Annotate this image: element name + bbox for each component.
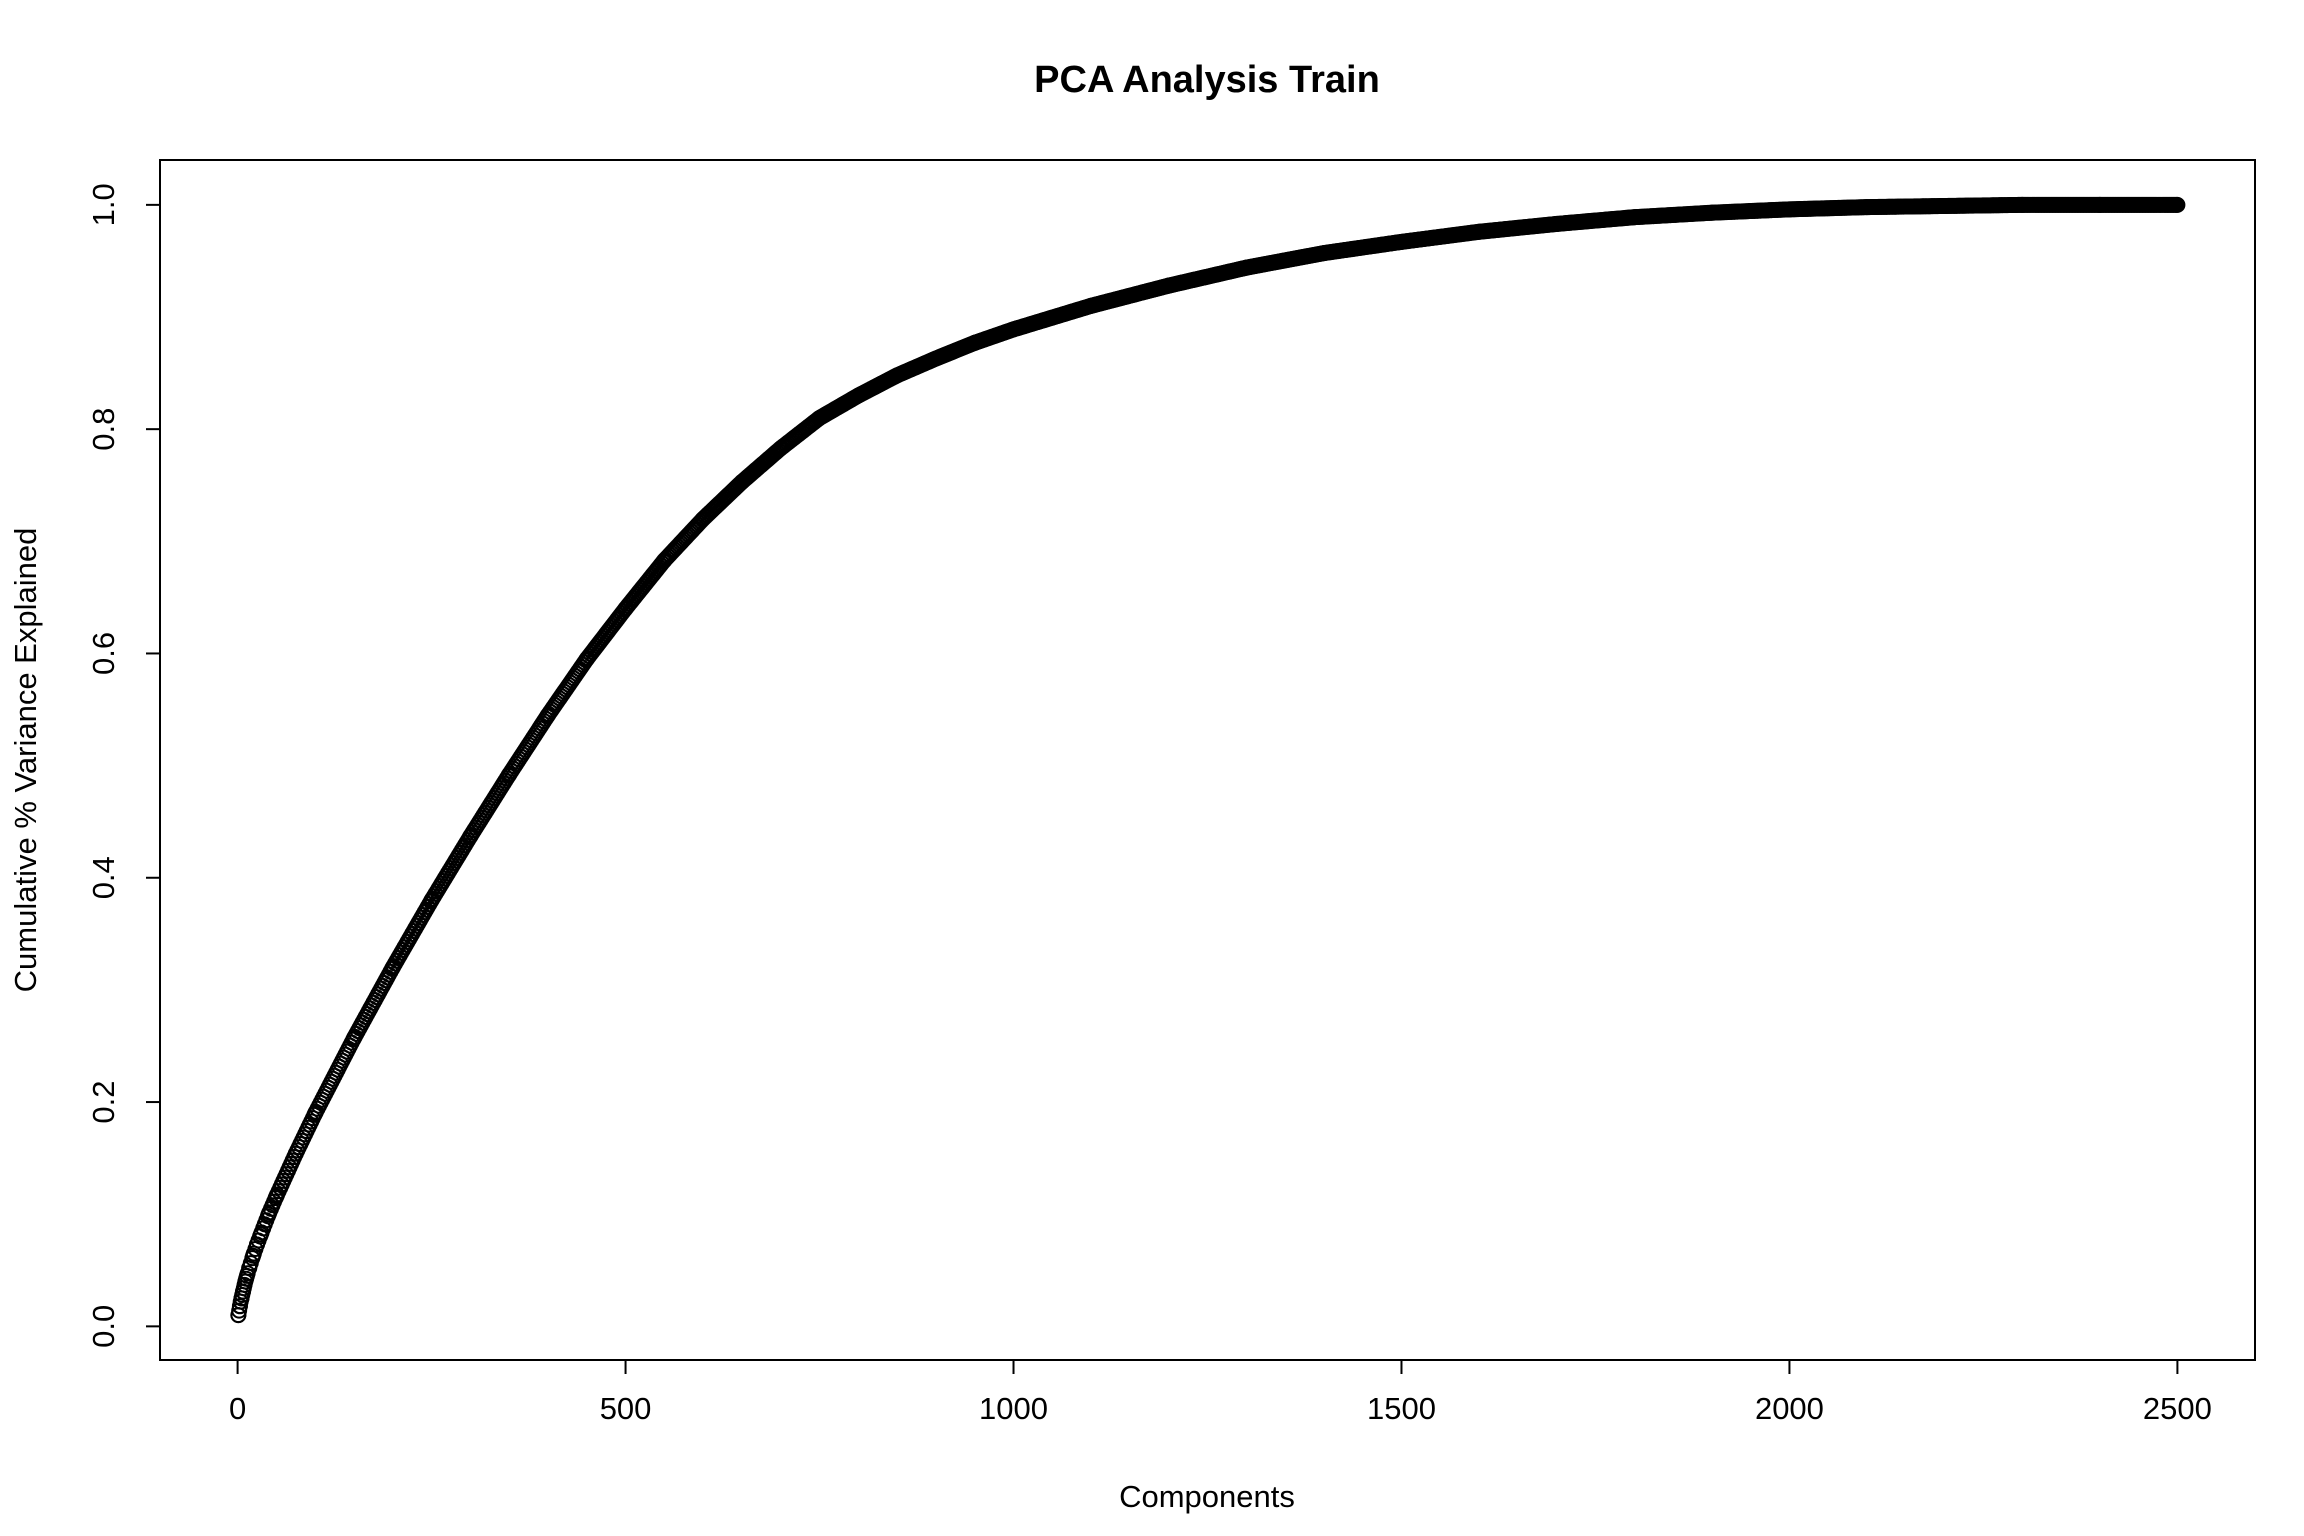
data-point: [2169, 196, 2186, 213]
x-tick-label: 1000: [979, 1391, 1048, 1426]
data-point: [1781, 201, 1798, 218]
data-point: [927, 350, 944, 367]
chart-title: PCA Analysis Train: [1034, 59, 1380, 101]
y-tick-label: 0.4: [86, 856, 121, 899]
y-tick-label: 0.0: [86, 1305, 121, 1348]
data-point: [248, 1236, 265, 1253]
data-point: [2091, 196, 2108, 213]
data-point: [695, 510, 712, 527]
data-point: [1393, 233, 1410, 250]
data-point: [539, 707, 556, 724]
data-point: [307, 1105, 324, 1122]
data-point: [811, 409, 828, 426]
data-point: [462, 828, 479, 845]
data-point: [384, 959, 401, 976]
data-point: [268, 1188, 285, 1205]
data-point: [578, 651, 595, 668]
data-point: [238, 1267, 255, 1284]
data-point: [1471, 223, 1488, 240]
y-axis-label: Cumulative % Variance Explained: [8, 528, 43, 993]
data-point: [345, 1030, 362, 1047]
x-tick-label: 2500: [2143, 1391, 2212, 1426]
y-tick-label: 0.8: [86, 408, 121, 451]
data-point: [252, 1226, 269, 1243]
data-point: [850, 387, 867, 404]
data-points: [230, 196, 2186, 1324]
data-point: [2014, 196, 2031, 213]
x-tick-label: 2000: [1755, 1391, 1824, 1426]
data-point: [966, 334, 983, 351]
y-axis: 0.0 0.2 0.4 0.6 0.8 1.0: [86, 183, 161, 1348]
data-point: [1005, 321, 1022, 338]
data-point: [423, 892, 440, 909]
data-point: [1548, 215, 1565, 232]
x-tick-label: 1500: [1367, 1391, 1436, 1426]
data-point: [1936, 197, 1953, 214]
data-point: [889, 367, 906, 384]
data-point: [772, 440, 789, 457]
data-point: [1315, 245, 1332, 262]
data-point: [1160, 277, 1177, 294]
x-axis: 0 500 1000 1500 2000 2500: [229, 1359, 2212, 1426]
data-point: [287, 1145, 304, 1162]
data-point: [260, 1206, 277, 1223]
data-point: [1859, 199, 1876, 216]
data-point: [1238, 259, 1255, 276]
data-point: [1703, 204, 1720, 221]
y-tick-label: 0.2: [86, 1081, 121, 1124]
data-point: [733, 473, 750, 490]
data-point: [501, 766, 518, 783]
y-tick-label: 0.6: [86, 632, 121, 675]
data-point: [617, 600, 634, 617]
x-axis-label: Components: [1119, 1479, 1295, 1514]
data-point: [245, 1247, 262, 1264]
x-tick-label: 500: [600, 1391, 652, 1426]
data-point: [656, 552, 673, 569]
data-point: [1626, 209, 1643, 226]
x-tick-label: 0: [229, 1391, 246, 1426]
data-point: [1083, 297, 1100, 314]
y-tick-label: 1.0: [86, 183, 121, 226]
